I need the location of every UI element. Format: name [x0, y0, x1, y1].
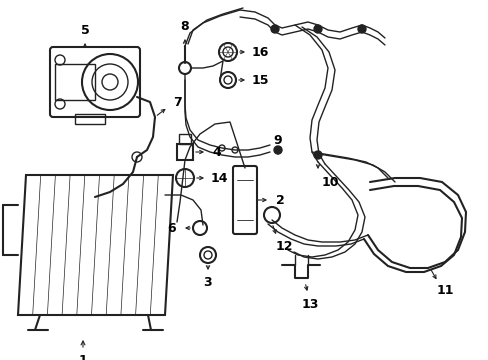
Text: 1: 1: [79, 354, 87, 360]
Text: 5: 5: [81, 23, 89, 36]
Text: 12: 12: [275, 240, 292, 253]
Text: 7: 7: [172, 95, 181, 108]
Text: 16: 16: [251, 45, 268, 58]
Circle shape: [313, 151, 321, 159]
Text: 9: 9: [273, 134, 282, 147]
Text: 4: 4: [212, 145, 221, 158]
Text: 13: 13: [301, 297, 318, 310]
Circle shape: [357, 25, 365, 33]
Bar: [179, 134, 191, 144]
Text: 15: 15: [251, 73, 268, 86]
Bar: [75, 114, 105, 124]
Text: 6: 6: [167, 221, 176, 234]
Text: 2: 2: [275, 194, 284, 207]
Text: 11: 11: [435, 284, 453, 297]
Circle shape: [270, 25, 279, 33]
Text: 10: 10: [321, 175, 338, 189]
Circle shape: [313, 25, 321, 33]
Circle shape: [273, 146, 282, 154]
Bar: [55, 64, 95, 100]
Text: 8: 8: [181, 19, 189, 32]
Text: 3: 3: [203, 276, 212, 289]
Bar: [177, 144, 193, 160]
Text: 14: 14: [210, 171, 227, 184]
